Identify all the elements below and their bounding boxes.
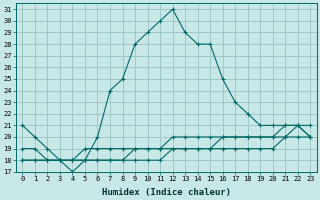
X-axis label: Humidex (Indice chaleur): Humidex (Indice chaleur): [102, 188, 231, 197]
